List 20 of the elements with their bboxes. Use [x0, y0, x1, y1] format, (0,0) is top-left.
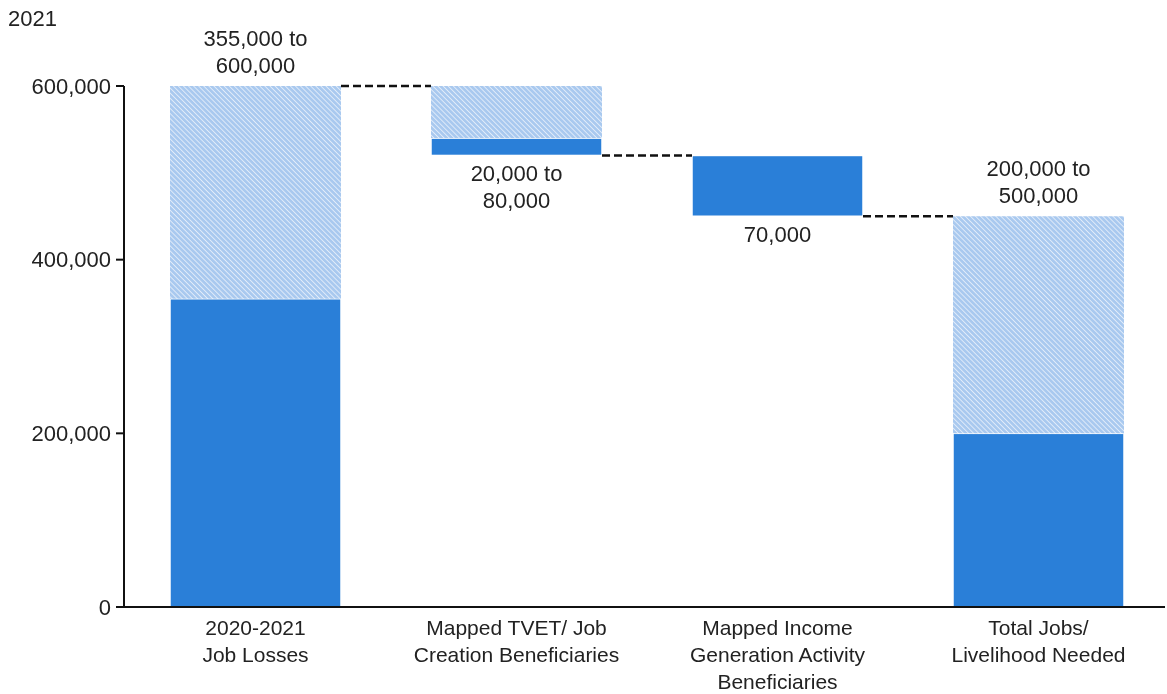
x-tick-label: 2020-2021 Job Losses	[202, 616, 309, 666]
total-label: 200,000 to 500,000	[986, 156, 1091, 209]
x-tick-label: Mapped Income Generation Activity Beneficiaries	[689, 616, 866, 693]
y-tick-label: 600,000	[31, 73, 111, 99]
bar	[691, 154, 864, 217]
total-label: 70,000	[743, 222, 812, 248]
y-tick-label: 400,000	[31, 247, 111, 273]
total-label: 355,000 to 600,000	[203, 26, 308, 78]
bar	[169, 297, 342, 608]
x-tick-label: Total Jobs/ Livelihood Needed	[951, 616, 1126, 666]
y-axis-title: 2021	[8, 6, 57, 31]
bar	[431, 86, 602, 139]
bar	[952, 432, 1125, 608]
total-label: 20,000 to 80,000	[470, 161, 563, 214]
bar	[170, 86, 341, 299]
bar	[430, 137, 603, 157]
x-tick-label: Mapped TVET/ Job Creation Beneficiaries	[413, 616, 620, 666]
y-tick-label: 0	[98, 594, 111, 620]
y-tick-label: 200,000	[31, 421, 111, 447]
bar	[953, 216, 1124, 434]
